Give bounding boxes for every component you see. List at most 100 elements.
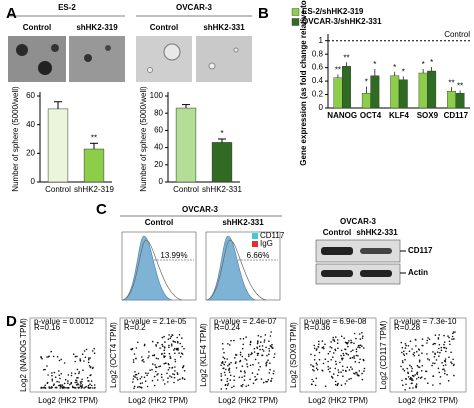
point-texture: [71, 385, 74, 388]
point-texture: [451, 338, 453, 341]
point-texture: [76, 368, 79, 371]
point-texture: [153, 384, 156, 387]
point-texture: [266, 380, 269, 383]
point-texture: [409, 378, 411, 380]
point-texture: [263, 341, 266, 343]
point-texture: [59, 387, 62, 389]
point-texture: [438, 334, 441, 336]
point-texture: [353, 355, 355, 357]
point-texture: [222, 348, 224, 350]
point-texture: [227, 343, 229, 345]
point-texture: [264, 334, 267, 336]
point-texture: [439, 382, 441, 385]
point-texture: [438, 344, 441, 346]
p-value: p-value = 2.1e-05: [124, 317, 187, 326]
point-texture: [134, 371, 136, 373]
point-texture: [146, 385, 149, 388]
point-texture: [164, 355, 166, 358]
x-tick-label: SOX9: [417, 111, 439, 120]
point-texture: [179, 356, 182, 358]
point-texture: [262, 381, 265, 384]
lane-label: shHK2-331: [356, 228, 398, 237]
point-texture: [93, 384, 96, 386]
y-tick-label: 0.2: [312, 90, 324, 99]
point-texture: [257, 362, 260, 364]
point-texture: [346, 366, 349, 369]
point-texture: [143, 344, 146, 347]
bar: [447, 90, 456, 109]
point-texture: [451, 335, 454, 338]
y-axis-label: Gene expression (as fold change relative…: [299, 0, 308, 166]
point-texture: [332, 373, 335, 375]
point-texture: [414, 374, 417, 376]
point-texture: [428, 338, 431, 341]
point-texture: [417, 348, 420, 351]
point-texture: [220, 388, 223, 390]
point-texture: [331, 376, 333, 378]
point-texture: [410, 382, 413, 385]
point-texture: [228, 363, 231, 366]
point-texture: [269, 368, 271, 371]
y-axis-label: Log2 (KLF4 TPM): [199, 323, 208, 387]
point-texture: [82, 369, 84, 372]
bar: [390, 75, 400, 109]
point-texture: [158, 365, 160, 368]
point-texture: [226, 384, 229, 387]
point-texture: [90, 380, 93, 382]
point-texture: [174, 360, 177, 363]
point-texture: [241, 355, 244, 358]
point-texture: [88, 357, 90, 359]
point-texture: [160, 373, 163, 376]
x-tick-label: Control: [173, 185, 199, 194]
point-texture: [410, 376, 412, 379]
point-texture: [181, 377, 184, 379]
point-texture: [78, 372, 80, 375]
point-texture: [63, 362, 66, 364]
point-texture: [439, 351, 441, 354]
percent-label: 13.99%: [160, 251, 187, 260]
bar: [333, 77, 343, 109]
point-texture: [440, 349, 443, 352]
point-texture: [332, 356, 334, 359]
point-texture: [144, 380, 147, 383]
point-texture: [183, 370, 186, 372]
point-texture: [273, 356, 275, 359]
r-value: R=0.36: [304, 323, 331, 332]
point-texture: [167, 338, 170, 341]
point-texture: [418, 360, 421, 363]
point-texture: [266, 354, 268, 357]
point-texture: [268, 353, 270, 356]
point-texture: [156, 374, 158, 376]
point-texture: [139, 377, 142, 380]
point-texture: [47, 374, 49, 376]
point-texture: [315, 349, 318, 351]
point-texture: [332, 336, 335, 339]
point-texture: [231, 386, 233, 389]
point-texture: [156, 341, 159, 344]
point-texture: [405, 353, 408, 355]
point-texture: [444, 364, 447, 366]
point-texture: [246, 365, 249, 368]
x-axis-label: Log2 (HK2 TPM): [218, 396, 278, 405]
x-tick-label: shHK2-331: [202, 185, 243, 194]
point-texture: [358, 333, 361, 335]
point-texture: [173, 373, 176, 376]
point-texture: [316, 364, 318, 366]
point-texture: [270, 379, 272, 382]
point-texture: [159, 365, 162, 368]
point-texture: [408, 387, 411, 389]
group-label: shHK2-319: [76, 23, 118, 32]
point-texture: [408, 350, 411, 353]
group-label: Control: [23, 23, 51, 32]
point-texture: [93, 352, 96, 355]
point-texture: [89, 366, 92, 369]
point-texture: [44, 384, 46, 387]
point-texture: [344, 383, 347, 385]
point-texture: [141, 382, 144, 384]
point-texture: [402, 361, 404, 364]
point-texture: [235, 354, 238, 356]
point-texture: [359, 346, 361, 349]
point-texture: [181, 345, 183, 348]
point-texture: [318, 351, 321, 354]
significance: **: [343, 53, 349, 62]
